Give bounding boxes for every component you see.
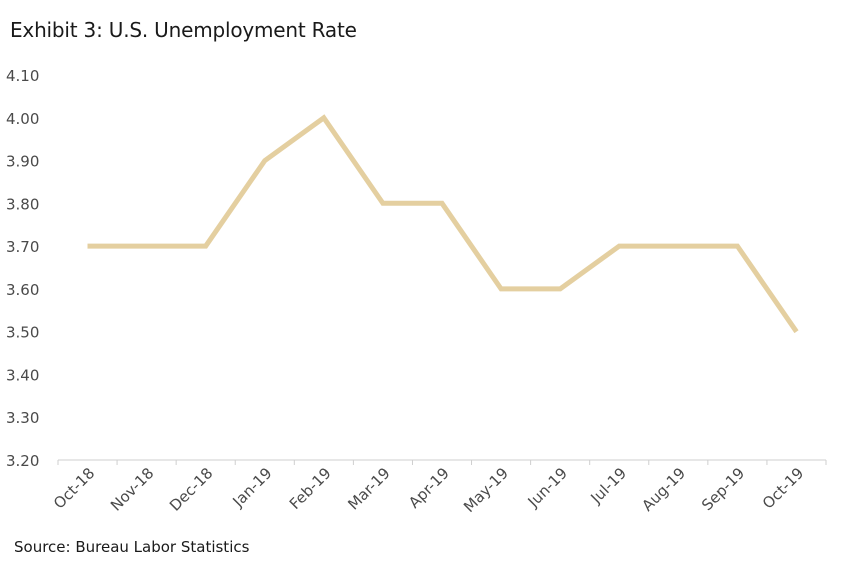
x-tick-label: Apr-19 [405,464,453,512]
y-tick-label: 3.30 [6,409,39,427]
x-tick-label: Sep-19 [698,464,748,514]
x-tick-label: Oct-19 [759,464,807,512]
x-axis: Oct-18 Nov-18 Dec-18 Jan-19 Feb-19 Mar-19 Apr-… [50,459,827,516]
y-tick-label: 3.80 [6,195,39,213]
series-layer [87,114,799,334]
x-tick-label: Feb-19 [286,464,335,513]
x-tick-label: Jul-19 [586,464,630,508]
source-note: Source: Bureau Labor Statistics [14,538,250,556]
y-tick-label: 3.40 [6,366,39,384]
chart-title: Exhibit 3: U.S. Unemployment Rate [10,18,357,42]
x-tick-label: May-19 [460,464,512,516]
y-tick-label: 3.20 [6,452,39,470]
y-tick-label: 4.10 [6,67,39,85]
y-tick-label: 3.90 [6,153,39,171]
y-axis: 3.20 3.30 3.40 3.50 3.60 3.70 3.80 3.90 4.00 4.10 [6,67,39,470]
y-tick-label: 3.50 [6,324,39,342]
x-tick-label: Aug-19 [638,464,689,515]
x-tick-label: Oct-18 [50,464,98,512]
x-tick-label: Mar-19 [344,464,393,513]
x-tick-label: Nov-18 [107,464,157,514]
y-tick-label: 4.00 [6,110,39,128]
series-line [87,114,799,334]
x-tick-label: Dec-18 [166,464,217,515]
y-tick-label: 3.70 [6,238,39,256]
x-tick-label: Jun-19 [524,464,571,511]
x-tick-label: Jan-19 [228,464,275,511]
y-tick-label: 3.60 [6,281,39,299]
